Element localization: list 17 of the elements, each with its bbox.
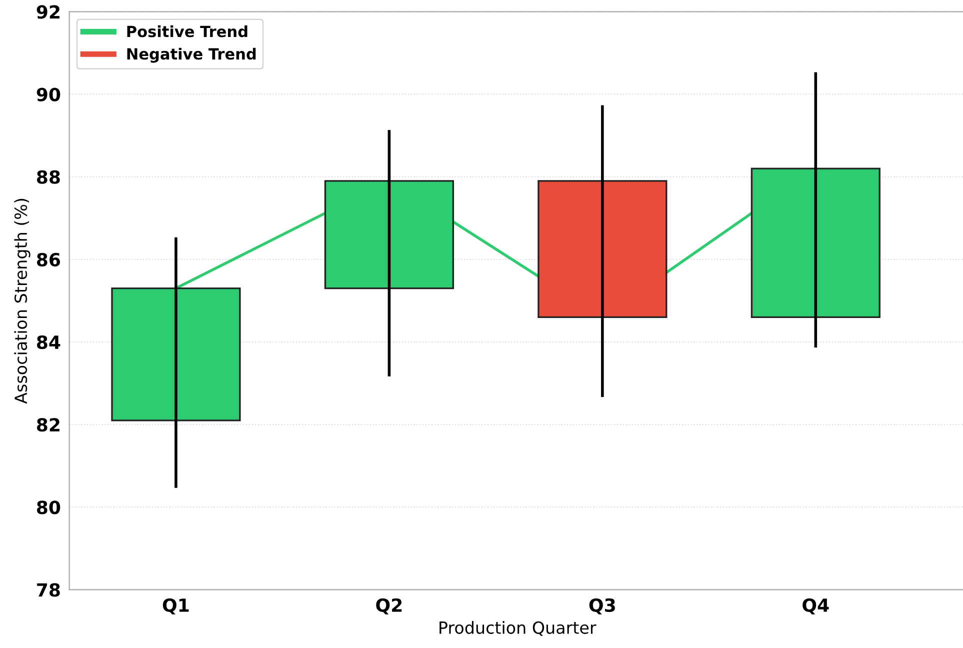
y-tick-label: 82 [36, 418, 60, 432]
legend-label: Positive Trend [127, 25, 248, 38]
x-tick-label: Q4 [802, 598, 829, 614]
y-tick-label: 90 [36, 88, 60, 102]
y-tick-label: 88 [36, 170, 60, 184]
y-tick-label: 78 [37, 583, 60, 597]
x-axis-title: Production Quarter [440, 621, 596, 636]
legend-label: Negative Trend [127, 48, 256, 63]
x-tick-label: Q3 [589, 598, 615, 614]
y-tick-label: 92 [36, 5, 60, 19]
x-tick-label: Q1 [162, 598, 189, 614]
y-tick-label: 80 [36, 500, 60, 514]
candlestick [538, 105, 668, 398]
y-tick-label: 84 [36, 335, 60, 350]
y-tick-label: 86 [36, 252, 60, 266]
y-axis-title: Association Strength (%) [14, 198, 30, 404]
x-tick-label: Q2 [376, 598, 402, 614]
